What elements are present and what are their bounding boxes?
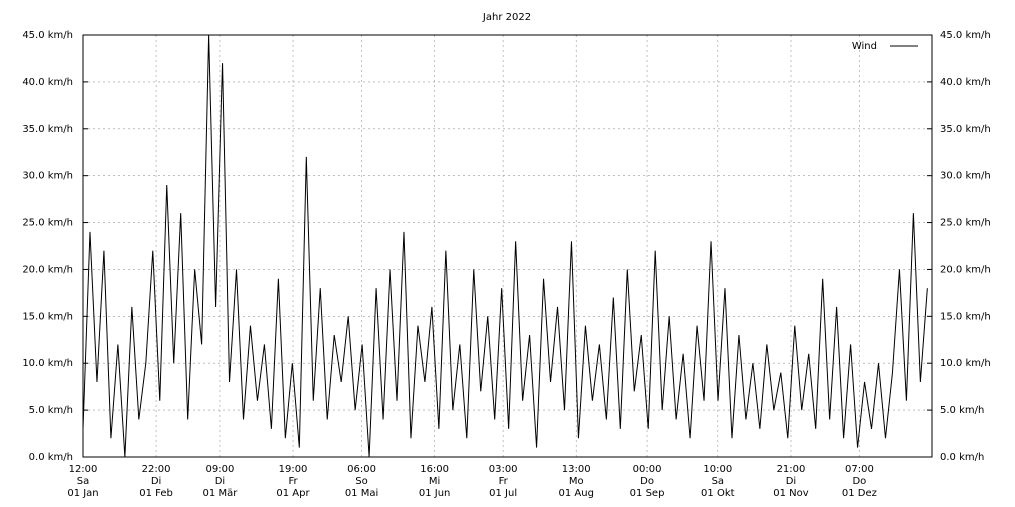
x-tick-label: 13:00 [562, 464, 591, 475]
x-tick-label: Di [786, 476, 796, 487]
x-tick-label: 01 Jul [489, 488, 517, 499]
x-tick-label: Mo [569, 476, 584, 487]
x-tick-label: Do [640, 476, 654, 487]
legend-label: Wind [852, 41, 877, 52]
x-tick-label: 01 Nov [773, 488, 809, 499]
x-tick-label: 12:00 [69, 464, 98, 475]
y-tick-label: 10.0 km/h [22, 358, 73, 369]
y2-tick-label: 10.0 km/h [940, 358, 991, 369]
y2-tick-label: 15.0 km/h [940, 311, 991, 322]
x-tick-label: So [355, 476, 367, 487]
x-tick-label: 01 Feb [139, 488, 173, 499]
y2-tick-label: 45.0 km/h [940, 30, 991, 41]
x-tick-label: 01 Apr [276, 488, 310, 499]
plot-frame [82, 34, 933, 458]
x-tick-label: Do [852, 476, 866, 487]
x-tick-label: 03:00 [489, 464, 518, 475]
x-tick-label: 01 Mai [345, 488, 378, 499]
x-tick-label: 22:00 [142, 464, 171, 475]
y-tick-label: 40.0 km/h [22, 77, 73, 88]
y-tick-label: 25.0 km/h [22, 218, 73, 229]
y2-tick-label: 35.0 km/h [940, 124, 991, 135]
y-tick-label: 0.0 km/h [29, 452, 73, 463]
x-tick-label: Sa [77, 476, 89, 487]
y-tick-label: 35.0 km/h [22, 124, 73, 135]
y2-tick-label: 5.0 km/h [940, 405, 984, 416]
y2-tick-label: 30.0 km/h [940, 171, 991, 182]
x-tick-label: Di [215, 476, 225, 487]
x-tick-label: Fr [499, 476, 509, 487]
x-tick-label: 07:00 [845, 464, 874, 475]
y-tick-label: 15.0 km/h [22, 311, 73, 322]
y-tick-label: 30.0 km/h [22, 171, 73, 182]
chart-title: Jahr 2022 [482, 12, 531, 23]
x-tick-label: Mi [429, 476, 440, 487]
x-tick-label: Sa [712, 476, 724, 487]
y2-tick-label: 40.0 km/h [940, 77, 991, 88]
x-tick-label: Fr [288, 476, 298, 487]
x-tick-label: 01 Sep [630, 488, 665, 499]
x-tick-label: 10:00 [703, 464, 732, 475]
x-tick-label: 01 Mär [203, 488, 239, 499]
x-tick-label: 06:00 [347, 464, 376, 475]
x-tick-label: 21:00 [777, 464, 806, 475]
wind-line [82, 34, 928, 458]
x-tick-label: 01 Aug [558, 488, 593, 499]
x-tick-label: 01 Jun [419, 488, 451, 499]
y2-tick-label: 20.0 km/h [940, 264, 991, 275]
x-tick-label: 19:00 [279, 464, 308, 475]
y2-tick-label: 0.0 km/h [940, 452, 984, 463]
x-tick-label: Di [151, 476, 161, 487]
x-tick-label: 16:00 [420, 464, 449, 475]
y-tick-label: 45.0 km/h [22, 30, 73, 41]
x-tick-label: 00:00 [633, 464, 662, 475]
x-tick-label: 09:00 [206, 464, 235, 475]
y2-tick-label: 25.0 km/h [940, 218, 991, 229]
x-tick-label: 01 Dez [842, 488, 877, 499]
x-tick-label: 01 Okt [701, 488, 735, 499]
x-tick-label: 01 Jan [67, 488, 98, 499]
y-tick-label: 20.0 km/h [22, 264, 73, 275]
y-tick-label: 5.0 km/h [29, 405, 73, 416]
